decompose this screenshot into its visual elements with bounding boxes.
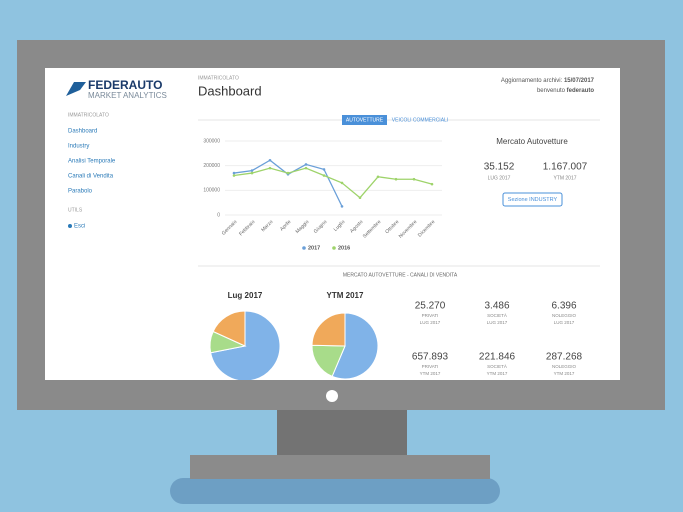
line-point (268, 158, 272, 162)
pie-slice (331, 312, 379, 380)
logo-subtitle: MARKET ANALYTICS (88, 91, 167, 100)
pie-slice (311, 312, 346, 347)
summary-caption: LUG 2017 (488, 175, 511, 181)
power-button (326, 390, 338, 402)
line-point (250, 169, 254, 172)
sidebar-item[interactable]: Canali di Vendita (68, 174, 114, 180)
archive-info: Aggiornamento archivi: 15/07/2017 (501, 78, 595, 84)
base-shadow (170, 478, 500, 504)
legend-label: 2017 (308, 245, 320, 251)
tab-label[interactable]: VEICOLI COMMERCIALI (392, 117, 448, 123)
pie-slice (212, 310, 246, 347)
channel-value: 657.893 (412, 352, 449, 363)
page-title: Dashboard (198, 83, 262, 98)
sidebar-utils: UTILS (68, 207, 83, 213)
line-point (376, 175, 380, 179)
line-point (412, 177, 416, 181)
exit-icon (68, 224, 72, 228)
legend-swatch (302, 246, 306, 250)
line-point (286, 171, 290, 175)
channel-value: 6.396 (551, 301, 576, 312)
line-point (340, 205, 344, 208)
industry-button-label[interactable]: Sezione INDUSTRY (508, 197, 558, 203)
channel-name: PRIVATI (422, 364, 439, 369)
channel-name: SOCIETÀ (487, 312, 507, 318)
line-point (394, 177, 398, 181)
line-point (232, 174, 236, 177)
line-point (430, 182, 434, 186)
sidebar-section: IMMATRICOLATO (68, 112, 109, 118)
channel-period: LUG 2017 (420, 320, 441, 325)
channel-value: 25.270 (415, 301, 446, 312)
tab-label[interactable]: AUTOVETTURE (346, 117, 384, 123)
line-point (268, 166, 272, 170)
stand-base (190, 455, 490, 479)
channel-period: YTM 2017 (487, 371, 508, 376)
line-point (358, 196, 362, 200)
sidebar-item[interactable]: Dashboard (68, 129, 97, 135)
channel-period: LUG 2017 (554, 320, 575, 325)
summary-title: Mercato Autovetture (496, 137, 568, 146)
industry-button[interactable] (502, 192, 563, 207)
line-point (304, 163, 308, 166)
channel-name: NOLEGGIO (552, 313, 577, 318)
stand-neck (277, 410, 407, 455)
channel-name: PRIVATI (422, 313, 439, 318)
sidebar-item[interactable]: Industry (68, 144, 89, 150)
screen: FEDERAUTO MARKET ANALYTICS IMMATRICOLATO… (45, 68, 620, 380)
legend-label: 2016 (338, 245, 350, 251)
pie-title: YTM 2017 (327, 291, 364, 300)
channel-period: LUG 2017 (487, 320, 508, 325)
tab-active[interactable] (342, 115, 387, 125)
line-point (250, 171, 254, 175)
y-tick-label: 200000 (203, 163, 220, 169)
channels-title: MERCATO AUTOVETTURE - CANALI DI VENDITA (343, 272, 458, 278)
user: federauto (567, 88, 595, 94)
summary-caption: YTM 2017 (553, 175, 576, 181)
legend-swatch (332, 246, 336, 250)
sidebar-exit[interactable]: Esci (74, 224, 85, 230)
archive-date: 15/07/2017 (564, 78, 595, 84)
line-point (340, 181, 344, 185)
logo-title: FEDERAUTO (88, 78, 162, 92)
channel-value: 287.268 (546, 352, 583, 363)
section-label: IMMATRICOLATO (198, 75, 239, 81)
archive-label: Aggiornamento archivi: (501, 78, 563, 84)
pie-slice (311, 344, 346, 378)
y-tick-label: 300000 (203, 138, 220, 144)
channel-value: 3.486 (484, 301, 509, 312)
y-tick-label: 0 (217, 212, 220, 218)
sidebar-item[interactable]: Parabolo (68, 189, 93, 195)
welcome: benvenuto federauto (537, 88, 594, 94)
channel-value: 221.846 (479, 352, 516, 363)
channel-name: NOLEGGIO (552, 364, 577, 369)
summary-value: 35.152 (484, 162, 515, 173)
summary-value: 1.167.007 (543, 162, 588, 173)
logo-icon (66, 82, 86, 96)
y-tick-label: 100000 (203, 188, 220, 194)
channel-period: YTM 2017 (554, 371, 575, 376)
pie-title: Lug 2017 (228, 291, 263, 300)
line-point (304, 166, 308, 170)
sidebar-item[interactable]: Analisi Temporale (68, 159, 116, 165)
channel-name: SOCIETÀ (487, 363, 507, 369)
line-point (322, 174, 326, 177)
welcome-label: benvenuto (537, 88, 566, 94)
channel-period: YTM 2017 (420, 371, 441, 376)
line-series (233, 167, 433, 199)
line-point (232, 171, 236, 175)
line-point (322, 168, 326, 171)
